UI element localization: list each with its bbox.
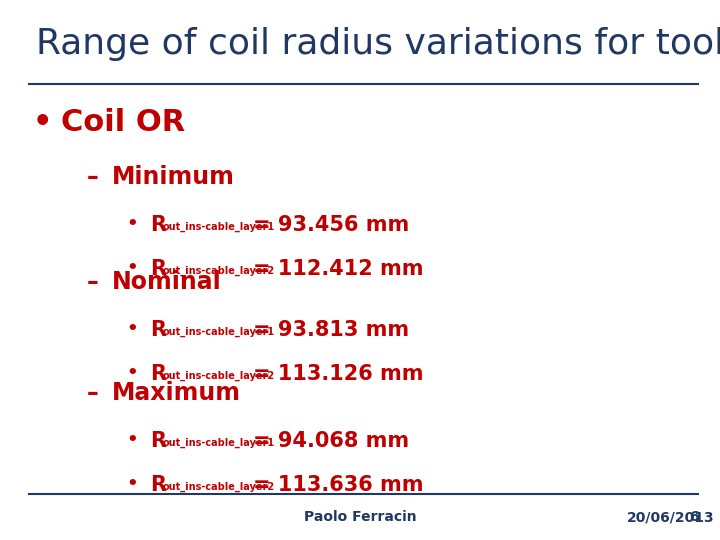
- Text: –: –: [86, 381, 98, 404]
- Text: = 112.412 mm: = 112.412 mm: [253, 259, 424, 279]
- Text: Range of coil radius variations for tooling: Range of coil radius variations for tool…: [36, 27, 720, 61]
- Text: •: •: [126, 320, 138, 338]
- Text: 6: 6: [689, 510, 698, 524]
- Text: 20/06/2013: 20/06/2013: [626, 510, 714, 524]
- Text: •: •: [126, 364, 138, 382]
- Text: •: •: [126, 475, 138, 493]
- Text: –: –: [86, 165, 98, 188]
- Text: out_ins-cable_layer2: out_ins-cable_layer2: [163, 266, 275, 276]
- Text: R: R: [150, 259, 166, 279]
- Text: R: R: [150, 364, 166, 384]
- Text: out_ins-cable_layer2: out_ins-cable_layer2: [163, 371, 275, 381]
- Text: = 113.126 mm: = 113.126 mm: [253, 364, 424, 384]
- Text: •: •: [126, 431, 138, 449]
- Text: out_ins-cable_layer1: out_ins-cable_layer1: [163, 221, 275, 232]
- Text: Nominal: Nominal: [112, 270, 221, 294]
- Text: Paolo Ferracin: Paolo Ferracin: [304, 510, 416, 524]
- Text: = 93.813 mm: = 93.813 mm: [253, 320, 410, 340]
- Text: out_ins-cable_layer2: out_ins-cable_layer2: [163, 482, 275, 492]
- Text: •: •: [126, 215, 138, 233]
- Text: Maximum: Maximum: [112, 381, 240, 404]
- Text: R: R: [150, 475, 166, 495]
- Text: •: •: [32, 108, 52, 137]
- Text: Minimum: Minimum: [112, 165, 235, 188]
- Text: = 113.636 mm: = 113.636 mm: [253, 475, 424, 495]
- Text: •: •: [126, 259, 138, 277]
- Text: out_ins-cable_layer1: out_ins-cable_layer1: [163, 327, 275, 337]
- Text: = 94.068 mm: = 94.068 mm: [253, 431, 410, 451]
- Text: R: R: [150, 320, 166, 340]
- Text: = 93.456 mm: = 93.456 mm: [253, 215, 410, 235]
- Text: Coil OR: Coil OR: [61, 108, 186, 137]
- Text: –: –: [86, 270, 98, 294]
- Text: R: R: [150, 215, 166, 235]
- Text: R: R: [150, 431, 166, 451]
- Text: out_ins-cable_layer1: out_ins-cable_layer1: [163, 437, 275, 448]
